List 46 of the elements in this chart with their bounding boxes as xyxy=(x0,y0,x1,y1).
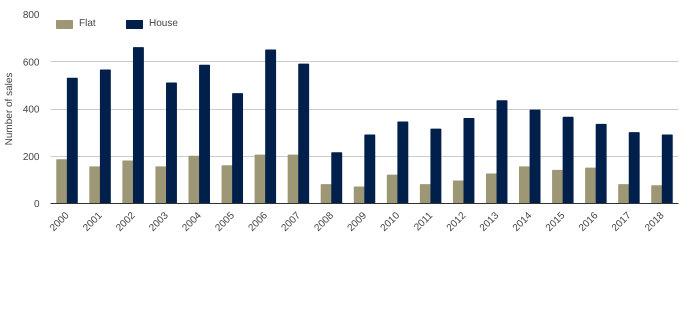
bar xyxy=(265,49,276,204)
bar xyxy=(420,184,431,204)
bar xyxy=(628,132,640,204)
bar xyxy=(430,128,442,204)
bar xyxy=(354,186,365,204)
legend-label: Flat xyxy=(79,18,97,29)
bar xyxy=(254,154,266,204)
bar xyxy=(386,174,398,204)
bar xyxy=(132,47,144,204)
bar xyxy=(585,168,596,204)
bar xyxy=(452,180,464,204)
bar xyxy=(100,70,111,204)
y-axis-title: Number of sales xyxy=(4,72,15,146)
bar xyxy=(66,78,78,204)
bar xyxy=(331,152,342,204)
bar xyxy=(232,93,244,204)
bar xyxy=(298,64,310,204)
bar xyxy=(155,166,166,204)
bar xyxy=(496,100,508,204)
bar xyxy=(463,118,474,204)
bar xyxy=(651,185,662,204)
bar xyxy=(166,82,177,204)
bar xyxy=(397,121,408,204)
bar xyxy=(288,154,299,204)
y-tick-label: 200 xyxy=(22,152,40,163)
bar xyxy=(519,166,530,204)
bar xyxy=(618,184,630,204)
y-tick-label: 800 xyxy=(22,10,40,21)
bar xyxy=(530,110,541,204)
y-tick-label: 600 xyxy=(22,57,40,68)
bar xyxy=(320,184,332,204)
bar xyxy=(222,165,232,204)
bar xyxy=(364,134,376,204)
bar xyxy=(562,116,574,204)
y-tick-label: 0 xyxy=(34,199,40,210)
bar xyxy=(486,173,497,204)
bar xyxy=(199,64,210,204)
legend-label: House xyxy=(149,18,178,29)
bar xyxy=(89,166,100,204)
bar xyxy=(596,124,607,204)
y-tick-label: 400 xyxy=(22,104,40,116)
bar xyxy=(56,159,68,204)
bar xyxy=(188,156,200,204)
bar xyxy=(122,160,134,204)
bar xyxy=(662,134,673,204)
bar xyxy=(552,170,563,204)
